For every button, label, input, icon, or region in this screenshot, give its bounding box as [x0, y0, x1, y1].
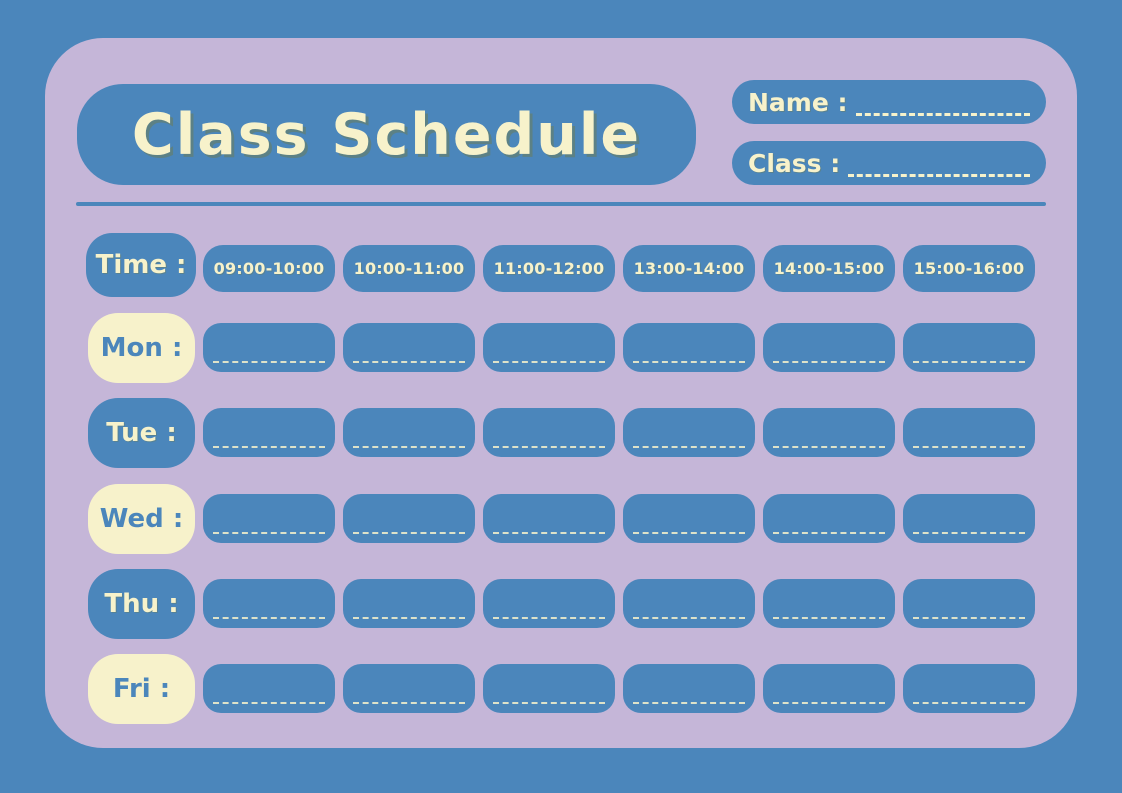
cell-blank-line — [633, 617, 745, 619]
cell-blank-line — [633, 446, 745, 448]
time-slot-header-3: 13:00-14:00 — [623, 245, 755, 292]
schedule-cell[interactable] — [623, 494, 755, 543]
cell-blank-line — [633, 532, 745, 534]
cell-blank-line — [773, 446, 885, 448]
cell-blank-line — [353, 702, 465, 704]
cell-blank-line — [493, 446, 605, 448]
schedule-cell[interactable] — [203, 579, 335, 628]
schedule-cell[interactable] — [903, 323, 1035, 372]
cell-blank-line — [213, 617, 325, 619]
cell-blank-line — [913, 702, 1025, 704]
schedule-cell[interactable] — [623, 664, 755, 713]
cell-blank-line — [913, 617, 1025, 619]
day-label-mon: Mon : — [88, 313, 195, 383]
schedule-cell[interactable] — [203, 323, 335, 372]
cell-blank-line — [493, 532, 605, 534]
cell-blank-line — [353, 446, 465, 448]
schedule-cell[interactable] — [483, 579, 615, 628]
schedule-cell[interactable] — [763, 579, 895, 628]
page-title: Class Schedule — [131, 101, 642, 168]
time-slot-header-4: 14:00-15:00 — [763, 245, 895, 292]
schedule-cell[interactable] — [623, 579, 755, 628]
time-header-box: Time : — [86, 233, 196, 297]
cell-blank-line — [913, 446, 1025, 448]
schedule-cell[interactable] — [343, 494, 475, 543]
class-label: Class : — [748, 148, 841, 178]
class-field: Class : — [732, 141, 1046, 185]
schedule-cell[interactable] — [903, 494, 1035, 543]
cell-blank-line — [493, 361, 605, 363]
name-field: Name : — [732, 80, 1046, 124]
day-label-fri: Fri : — [88, 654, 195, 724]
title-box: Class Schedule — [77, 84, 696, 185]
time-slot-header-1: 10:00-11:00 — [343, 245, 475, 292]
cell-blank-line — [213, 361, 325, 363]
cell-blank-line — [213, 446, 325, 448]
class-input-line[interactable] — [848, 173, 1030, 177]
name-label: Name : — [748, 87, 848, 117]
cell-blank-line — [633, 361, 745, 363]
schedule-cell[interactable] — [203, 664, 335, 713]
cell-blank-line — [213, 702, 325, 704]
schedule-cell[interactable] — [343, 579, 475, 628]
time-slot-header-2: 11:00-12:00 — [483, 245, 615, 292]
schedule-cell[interactable] — [483, 408, 615, 457]
cell-blank-line — [773, 361, 885, 363]
schedule-cell[interactable] — [763, 494, 895, 543]
schedule-cell[interactable] — [903, 408, 1035, 457]
cell-blank-line — [353, 532, 465, 534]
cell-blank-line — [773, 617, 885, 619]
schedule-cell[interactable] — [483, 494, 615, 543]
cell-blank-line — [773, 702, 885, 704]
day-label-thu: Thu : — [88, 569, 195, 639]
cell-blank-line — [633, 702, 745, 704]
schedule-cell[interactable] — [343, 323, 475, 372]
cell-blank-line — [913, 361, 1025, 363]
schedule-cell[interactable] — [763, 408, 895, 457]
day-label-wed: Wed : — [88, 484, 195, 554]
cell-blank-line — [493, 617, 605, 619]
cell-blank-line — [493, 702, 605, 704]
schedule-cell[interactable] — [203, 494, 335, 543]
schedule-cell[interactable] — [903, 664, 1035, 713]
schedule-cell[interactable] — [903, 579, 1035, 628]
cell-blank-line — [913, 532, 1025, 534]
cell-blank-line — [353, 361, 465, 363]
schedule-cell[interactable] — [483, 323, 615, 372]
day-label-tue: Tue : — [88, 398, 195, 468]
time-slot-header-5: 15:00-16:00 — [903, 245, 1035, 292]
schedule-cell[interactable] — [623, 408, 755, 457]
schedule-cell[interactable] — [343, 664, 475, 713]
time-label: Time : — [95, 250, 187, 280]
schedule-cell[interactable] — [623, 323, 755, 372]
schedule-cell[interactable] — [343, 408, 475, 457]
cell-blank-line — [773, 532, 885, 534]
schedule-cell[interactable] — [203, 408, 335, 457]
cell-blank-line — [213, 532, 325, 534]
schedule-cell[interactable] — [763, 664, 895, 713]
time-slot-header-0: 09:00-10:00 — [203, 245, 335, 292]
divider-line — [76, 202, 1046, 206]
cell-blank-line — [353, 617, 465, 619]
name-input-line[interactable] — [855, 112, 1030, 116]
schedule-cell[interactable] — [763, 323, 895, 372]
schedule-cell[interactable] — [483, 664, 615, 713]
